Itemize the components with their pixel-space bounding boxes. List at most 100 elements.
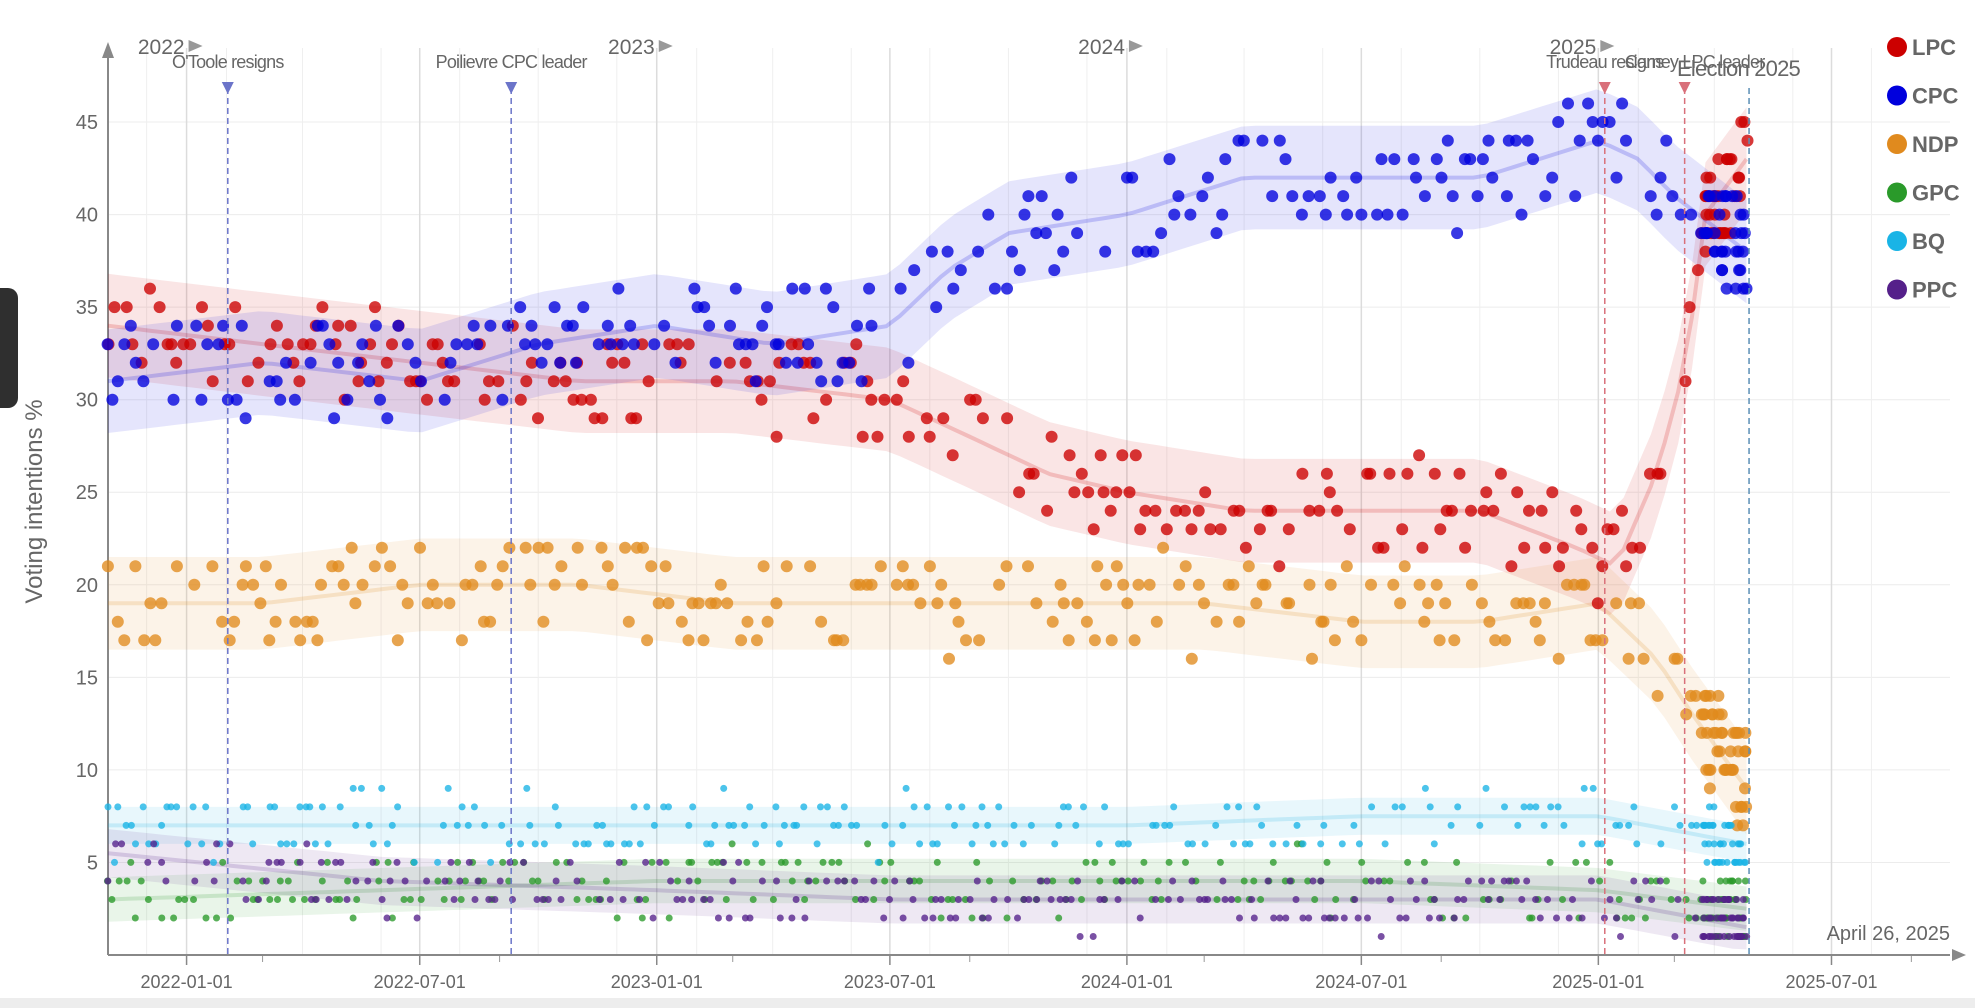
poll-point-cpc [947,282,960,295]
poll-point-cpc [1022,190,1035,203]
poll-point-gpc [638,914,646,922]
poll-point-lpc [1027,467,1040,480]
poll-point-gpc [788,877,796,885]
poll-point-cpc [1435,171,1448,184]
poll-point-cpc [1654,171,1667,184]
poll-point-bq [1246,840,1254,848]
poll-point-bq [458,803,466,811]
poll-point-bq [772,803,780,811]
poll-point-ndp [1439,597,1452,610]
side-panel-tab[interactable] [0,288,18,408]
y-axis-arrow [102,42,114,58]
poll-point-ppc [465,858,473,866]
poll-point-bq [1633,840,1641,848]
poll-point-cpc [1592,134,1604,147]
poll-point-bq [720,784,728,792]
poll-point-ndp [259,560,272,573]
poll-point-bq [145,840,153,848]
poll-point-bq [1616,821,1624,829]
poll-point-cpc [1381,208,1394,221]
poll-point-ppc [474,877,482,885]
events: O'Toole resigns Poilievre CPC leader Trude… [172,52,1801,955]
poll-point-ppc [1642,877,1650,885]
poll-point-ndp [1637,652,1650,665]
poll-series-ndp [101,541,1753,832]
poll-point-cpc [212,338,225,351]
poll-point-ndp [332,560,345,573]
poll-point-lpc [1331,504,1344,517]
poll-point-cpc [1586,116,1599,128]
poll-point-gpc [1234,896,1242,903]
poll-point-cpc [815,375,828,388]
poll-point-bq [817,803,824,811]
poll-point-gpc [1546,858,1554,866]
poll-point-bq [132,840,139,848]
poll-point-bq [902,784,910,792]
poll-point-bq [1368,803,1376,811]
year-marker-flag [188,40,203,52]
poll-point-ndp [659,560,672,573]
poll-point-ppc [1488,877,1496,885]
poll-point-cpc [930,301,943,314]
poll-point-ndp [935,578,948,591]
poll-point-ppc [735,858,743,866]
poll-point-cpc [1168,208,1181,221]
poll-point-ndp [1117,578,1130,591]
poll-point-bq [352,821,360,829]
poll-point-ppc [210,877,218,885]
legend-swatch-ndp [1887,134,1907,154]
poll-point-cpc [988,282,1001,295]
poll-point-cpc [1720,282,1733,295]
poll-point-gpc [1716,877,1724,885]
poll-point-cpc [514,301,527,314]
poll-point-bq [1212,821,1220,829]
legend-swatch-gpc [1887,182,1907,203]
poll-point-ppc [277,858,285,866]
poll-point-bq [324,840,332,848]
poll-point-cpc [1685,208,1698,221]
poll-point-ppc [788,914,796,922]
poll-point-ppc [456,877,464,885]
poll-point-ndp [641,634,654,647]
poll-point-bq [660,803,668,811]
poll-point-ppc [1305,914,1313,922]
poll-point-gpc [887,858,895,866]
poll-point-ppc [1396,914,1404,922]
poll-point-gpc [175,896,183,903]
poll-point-gpc [266,896,274,903]
poll-point-lpc [1139,504,1152,517]
poll-point-ndp [396,578,409,591]
poll-point-ndp [315,578,327,591]
poll-point-gpc [131,914,139,922]
poll-point-ndp [1121,597,1134,610]
poll-point-ppc [1062,896,1069,903]
legend-label-cpc: CPC [1912,84,1959,109]
poll-point-ndp [1448,634,1461,647]
poll-point-ndp [541,541,554,554]
poll-point-ppc [485,896,493,903]
poll-point-ndp [1250,597,1263,610]
poll-point-lpc [153,301,166,314]
poll-point-gpc [318,877,326,885]
poll-point-bq [665,803,672,811]
poll-point-ndp [1000,560,1013,573]
poll-point-cpc [1446,190,1459,203]
poll-point-ndp [993,578,1006,591]
poll-point-ppc [720,858,727,866]
poll-point-cpc [908,264,921,277]
poll-point-gpc [1582,858,1590,866]
poll-point-lpc [871,430,884,443]
poll-point-gpc [170,914,178,922]
poll-point-ndp [294,634,307,647]
poll-point-bq [989,840,997,848]
poll-point-ndp [949,597,962,610]
poll-point-lpc [293,375,306,388]
poll-point-bq [1421,784,1429,792]
poll-point-cpc [1237,134,1250,147]
poll-point-cpc [1699,227,1712,240]
poll-point-ppc [1454,896,1462,903]
poll-point-bq [1101,803,1109,811]
poll-point-ndp [1355,634,1368,647]
poll-point-gpc [1269,858,1277,866]
poll-point-bq [1547,803,1555,811]
